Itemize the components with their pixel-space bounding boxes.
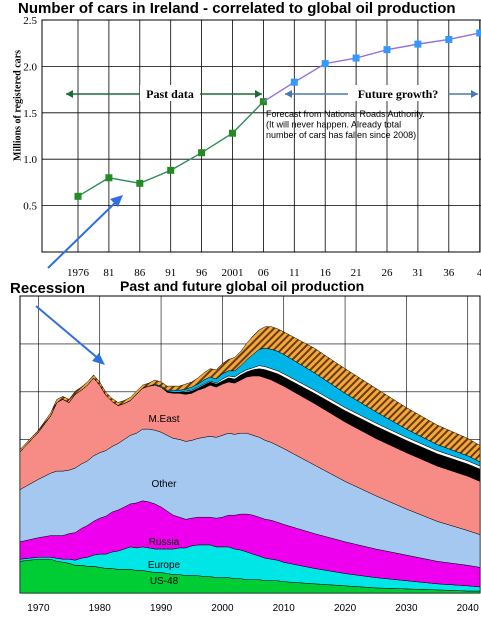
top-x-tick-label: 06 bbox=[258, 267, 270, 279]
top-y-tick-label: 1.0 bbox=[23, 154, 37, 166]
past-data-arrowhead-right bbox=[255, 90, 262, 98]
top-x-tick-label: 26 bbox=[382, 267, 394, 279]
forecast-note-line: number of cars has fallen since 2008) bbox=[266, 130, 416, 140]
future-label: Future growth? bbox=[358, 87, 439, 101]
bottom-x-tick-label: 2040 bbox=[457, 603, 480, 614]
past-data-point bbox=[229, 129, 236, 137]
top-x-tick-label: 81 bbox=[103, 267, 114, 279]
bottom-x-tick-label: 2030 bbox=[395, 603, 418, 614]
future-data-point bbox=[383, 46, 391, 54]
future-data-point bbox=[476, 29, 481, 37]
top-x-tick-label: 31 bbox=[412, 267, 423, 279]
top-chart-title: Number of cars in Ireland - correlated t… bbox=[18, 0, 456, 17]
top-y-tick-label: 2.5 bbox=[23, 15, 37, 27]
future-series-line bbox=[263, 32, 480, 103]
past-data-arrowhead-left bbox=[66, 90, 73, 98]
future-data-point bbox=[321, 60, 329, 68]
top-x-tick-label: 21 bbox=[351, 267, 362, 279]
area-series-8 bbox=[19, 326, 481, 463]
top-x-tick-label: 96 bbox=[196, 267, 208, 279]
recession-arrow-down-line bbox=[35, 305, 101, 361]
bottom-x-tick-label: 1990 bbox=[150, 603, 173, 614]
top-x-tick-label: 2001 bbox=[222, 267, 244, 279]
bottom-chart-title: Past and future global oil production bbox=[120, 278, 365, 294]
top-x-tick-label: 86 bbox=[134, 267, 146, 279]
recession-arrow-down-head bbox=[92, 353, 105, 365]
recession-label: Recession bbox=[10, 280, 86, 297]
bottom-x-tick-label: 1980 bbox=[89, 603, 112, 614]
past-data-label: Past data bbox=[146, 87, 194, 101]
top-y-tick-label: 0.5 bbox=[23, 201, 37, 213]
bottom-x-tick-label: 2000 bbox=[211, 603, 234, 614]
top-x-tick-label: 91 bbox=[165, 267, 176, 279]
russia-label: Russia bbox=[149, 537, 180, 548]
future-data-point bbox=[290, 78, 298, 86]
other-label: Other bbox=[151, 479, 177, 490]
top-x-tick-label: 4 bbox=[477, 267, 481, 279]
top-x-tick-label: 1976 bbox=[67, 267, 90, 279]
future-data-point bbox=[445, 35, 453, 43]
recession-arrow-up-line bbox=[47, 199, 119, 269]
forecast-note-line: Forecast from National Roads Authority. bbox=[266, 109, 425, 119]
top-y-tick-label: 2.0 bbox=[23, 61, 37, 73]
bottom-x-tick-label: 1970 bbox=[27, 603, 50, 614]
past-data-point bbox=[105, 174, 113, 182]
top-x-tick-label: 36 bbox=[443, 267, 455, 279]
past-data-point bbox=[167, 166, 175, 174]
bottom-x-tick-label: 2020 bbox=[334, 603, 357, 614]
europe-label: Europe bbox=[148, 560, 181, 571]
past-data-label-bg bbox=[140, 85, 200, 101]
top-x-tick-label: 16 bbox=[320, 267, 332, 279]
future-label-bg bbox=[348, 85, 448, 101]
top-y-tick-label: 1.5 bbox=[23, 108, 37, 120]
past-data-point bbox=[136, 179, 144, 187]
meast-label: M.East bbox=[148, 414, 179, 425]
recession-arrow-up-head bbox=[110, 195, 123, 207]
past-data-point bbox=[198, 149, 206, 157]
future-data-point bbox=[352, 54, 360, 62]
us48-label: US-48 bbox=[150, 576, 179, 587]
forecast-note-line: (It will never happen. Already total bbox=[266, 120, 401, 130]
future-arrowhead-left bbox=[285, 90, 292, 98]
bottom-x-tick-label: 2010 bbox=[273, 603, 296, 614]
future-arrowhead-right bbox=[471, 90, 478, 98]
future-data-point bbox=[414, 40, 422, 48]
past-data-point bbox=[74, 192, 82, 200]
top-x-tick-label: 11 bbox=[289, 267, 300, 279]
